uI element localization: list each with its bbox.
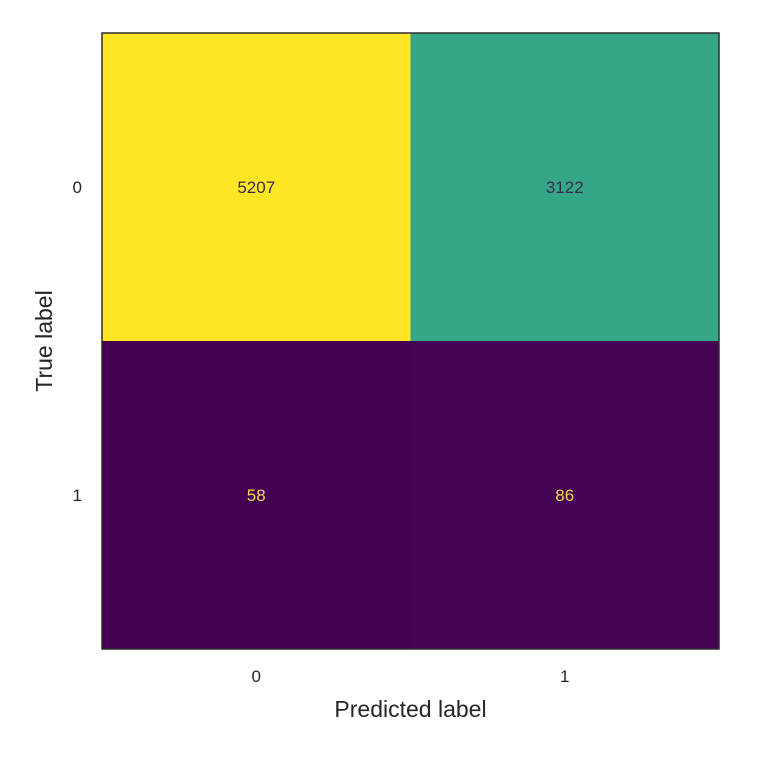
x-axis-label: Predicted label xyxy=(334,696,486,722)
heatmap-cell-labels: 5207 3122 58 86 xyxy=(237,178,583,505)
x-tick-label: 1 xyxy=(560,667,569,686)
y-tick-label: 1 xyxy=(73,486,82,505)
plot-frame xyxy=(101,32,720,650)
heatmap-cell-r1-c0 xyxy=(102,341,411,649)
x-tick-label: 0 xyxy=(252,667,261,686)
heatmap-cell-r0-c1 xyxy=(410,33,719,341)
heatmap-cell-r1-c1 xyxy=(410,341,719,649)
cell-value-label: 58 xyxy=(247,486,266,505)
cell-value-label: 5207 xyxy=(237,178,275,197)
heatmap-cells xyxy=(102,33,719,649)
cell-value-label: 3122 xyxy=(546,178,584,197)
heatmap-cell-r0-c0 xyxy=(102,33,411,341)
y-tick-labels: 01 xyxy=(73,178,82,505)
y-axis-label: True label xyxy=(31,290,57,391)
cell-value-label: 86 xyxy=(555,486,574,505)
y-tick-label: 0 xyxy=(73,178,82,197)
